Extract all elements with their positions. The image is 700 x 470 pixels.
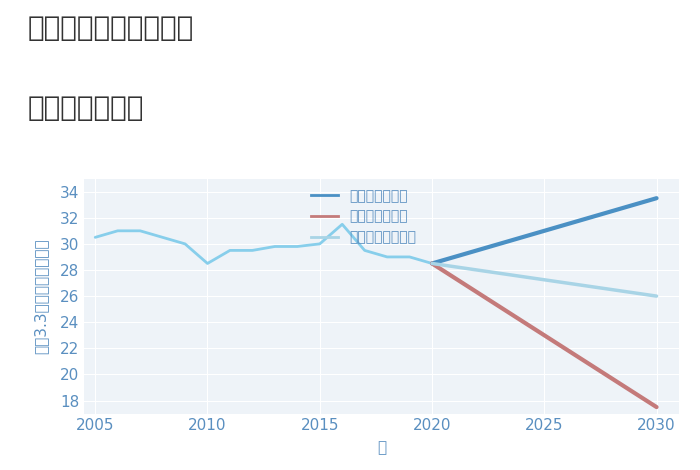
Y-axis label: 坪（3.3㎡）単価（万円）: 坪（3.3㎡）単価（万円） — [34, 238, 49, 354]
Text: 土地の価格推移: 土地の価格推移 — [28, 94, 144, 122]
X-axis label: 年: 年 — [377, 440, 386, 455]
Legend: グッドシナリオ, バッドシナリオ, ノーマルシナリオ: グッドシナリオ, バッドシナリオ, ノーマルシナリオ — [305, 183, 422, 250]
Text: 千葉県市原市小草畑の: 千葉県市原市小草畑の — [28, 14, 195, 42]
